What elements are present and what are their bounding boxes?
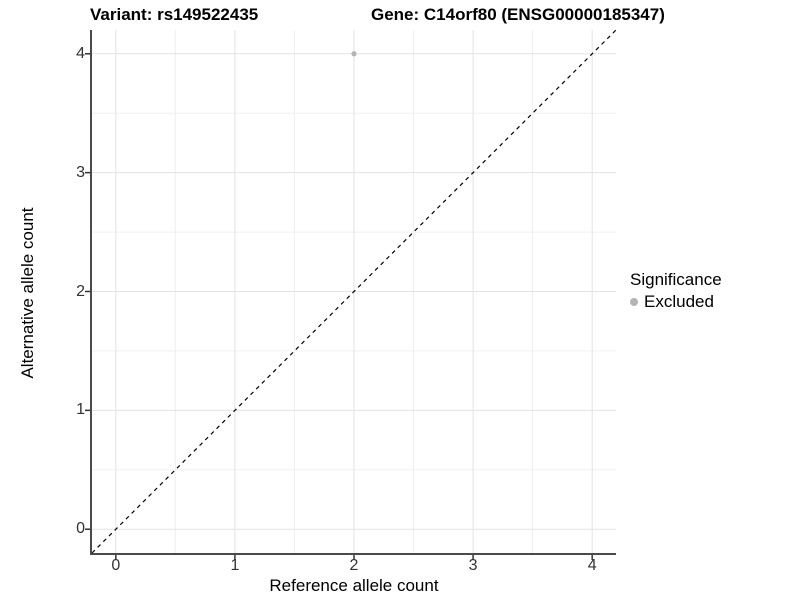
scatter-plot-svg [85,29,617,560]
identity-dashed-line [91,29,617,554]
y-tick-label: 3 [76,163,85,181]
y-tick-label: 2 [76,282,85,300]
legend-point-icon [630,298,638,306]
data-point [351,51,357,57]
x-axis-title: Reference allele count [269,576,439,595]
gene-title: Gene: C14orf80 (ENSG00000185347) [371,5,665,24]
y-tick-label: 4 [76,44,85,62]
y-axis-title: Alternative allele count [18,207,37,379]
y-tick-label: 1 [76,401,85,419]
variant-title: Variant: rs149522435 [90,5,259,24]
legend-item-label: Excluded [644,292,714,311]
legend: Significance Excluded [630,270,722,312]
legend-item-excluded: Excluded [630,292,722,312]
y-tick-label: 0 [76,520,85,538]
x-tick-label: 4 [587,557,597,574]
plot-panel [85,29,617,560]
x-tick-label: 3 [468,557,478,574]
legend-title: Significance [630,270,722,289]
x-tick-label: 1 [230,557,240,574]
x-tick-label: 2 [349,557,359,574]
x-tick-label: 0 [111,557,121,574]
